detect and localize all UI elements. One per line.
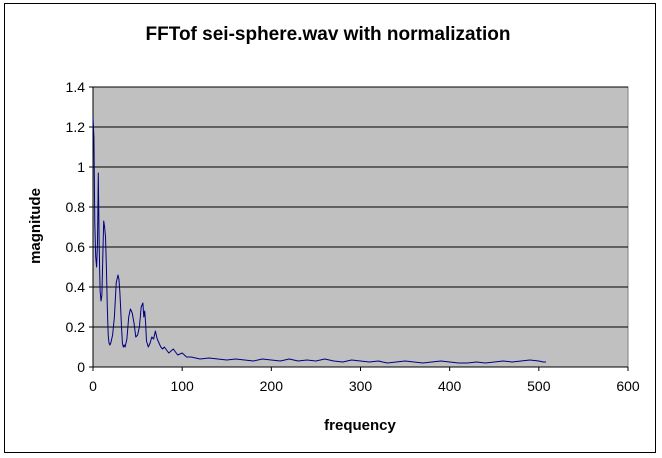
y-tick-label-2: 0.4: [66, 279, 86, 295]
series-line-0: [92, 116, 546, 364]
x-tick-label-1: 100: [170, 378, 194, 394]
axes: [89, 86, 629, 371]
x-tick-label-0: 0: [89, 378, 97, 394]
chart-title: FFTof sei-sphere.wav with normalization: [146, 24, 511, 45]
grid-lines: [93, 86, 628, 328]
x-tick-label-5: 500: [527, 378, 551, 394]
series-group: [92, 116, 546, 364]
y-tick-label-3: 0.6: [66, 239, 86, 255]
y-tick-labels: 0 0.2 0.4 0.6 0.8 1 1.2 1.4: [66, 79, 86, 375]
y-tick-label-7: 1.4: [66, 79, 86, 95]
x-tick-labels: 0 100 200 300 400 500 600: [89, 378, 640, 394]
y-tick-label-0: 0: [77, 359, 85, 375]
x-tick-label-6: 600: [616, 378, 640, 394]
x-tick-label-2: 200: [260, 378, 284, 394]
y-tick-label-6: 1.2: [66, 119, 86, 135]
y-tick-label-1: 0.2: [66, 319, 86, 335]
y-axis-label: magnitude: [27, 188, 44, 264]
x-tick-label-4: 400: [438, 378, 462, 394]
x-tick-label-3: 300: [349, 378, 373, 394]
y-tick-label-4: 0.8: [66, 199, 86, 215]
x-axis-label: frequency: [324, 417, 396, 434]
y-tick-label-5: 1: [77, 159, 85, 175]
plot-area: [92, 86, 629, 368]
